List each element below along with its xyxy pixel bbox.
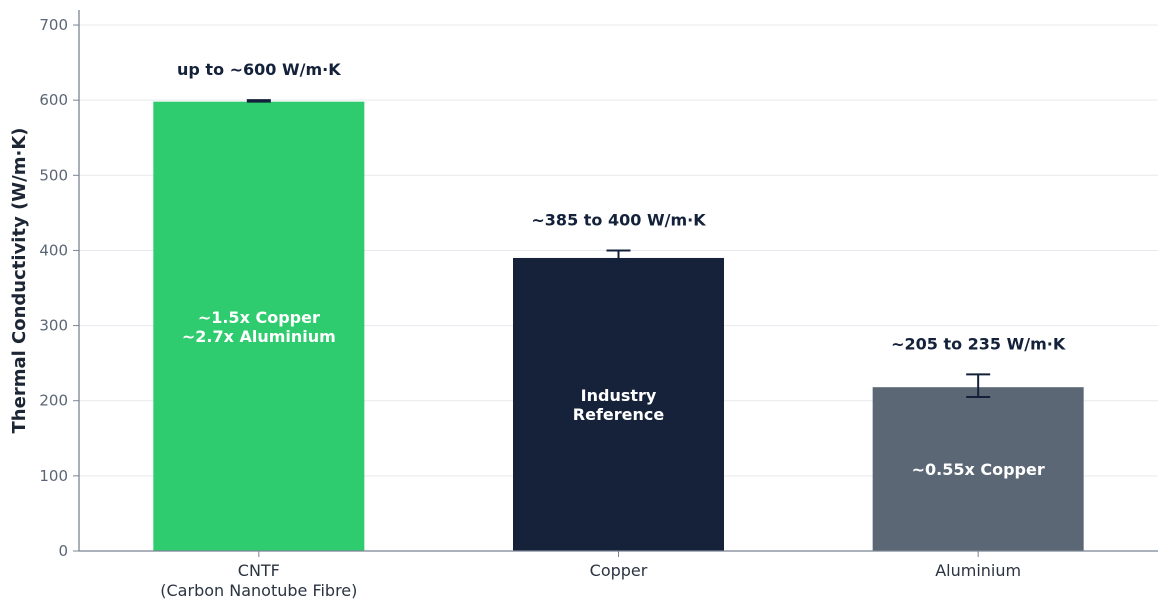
- error-bars: [246, 99, 991, 398]
- y-tick-label: 100: [39, 467, 68, 485]
- bar: [153, 101, 365, 552]
- x-tick-label: (Carbon Nanotube Fibre): [160, 581, 357, 599]
- y-axis-label: Thermal Conductivity (W/m·K): [9, 128, 30, 434]
- bars: [153, 101, 1084, 552]
- bar-annotation: ~2.7x Aluminium: [182, 327, 336, 346]
- y-tick-label: 200: [39, 392, 68, 410]
- y-tick-label: 0: [58, 542, 68, 560]
- bar-annotation: ~1.5x Copper: [198, 308, 320, 327]
- bar: [513, 257, 724, 551]
- bar-annotation: Reference: [573, 405, 665, 424]
- bar-annotation: ~0.55x Copper: [912, 460, 1045, 479]
- value-label: ~385 to 400 W/m·K: [531, 210, 706, 229]
- value-label: up to ~600 W/m·K: [177, 60, 341, 79]
- value-label: ~205 to 235 W/m·K: [891, 334, 1066, 353]
- y-tick-label: 600: [39, 91, 68, 109]
- x-tick-label: Aluminium: [935, 561, 1021, 580]
- x-tick-label: Copper: [590, 561, 648, 580]
- y-tick-label: 300: [39, 317, 68, 335]
- bar: [872, 387, 1084, 551]
- y-tick-label: 400: [39, 241, 68, 259]
- bar-labels: up to ~600 W/m·K ~1.5x Copper~2.7x Alumin…: [177, 60, 1066, 479]
- y-tick-label: 700: [39, 16, 68, 34]
- y-tick-label: 500: [39, 166, 68, 184]
- x-tick-label: CNTF: [238, 561, 280, 580]
- axes: 0 100 200 300 400 500 600 700 CNTF(Carbon Nanotu…: [39, 10, 1158, 599]
- bar-annotation: Industry: [581, 386, 657, 405]
